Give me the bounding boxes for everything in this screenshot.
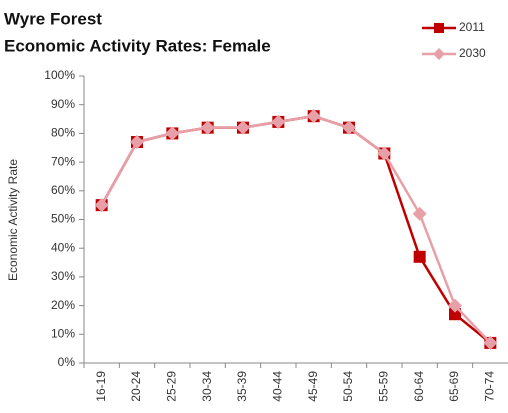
y-tick-label: 30% — [51, 269, 75, 283]
x-tick-label: 65-69 — [447, 371, 461, 402]
marker — [483, 335, 498, 350]
marker — [342, 120, 356, 135]
marker — [306, 109, 321, 124]
x-tick-label: 30-34 — [200, 371, 214, 402]
marker — [377, 146, 392, 161]
x-tick-label: 60-64 — [412, 371, 426, 402]
marker — [130, 135, 144, 150]
marker — [412, 206, 427, 221]
marker — [200, 120, 215, 135]
y-tick-label: 80% — [51, 126, 75, 140]
x-tick-label: 55-59 — [377, 371, 391, 402]
x-tick-label: 35-39 — [235, 371, 249, 402]
marker — [271, 114, 286, 129]
x-tick-label: 40-44 — [271, 371, 285, 402]
chart-title: Wyre Forest — [4, 9, 102, 28]
y-axis-label: Economic Activity Rate — [6, 159, 20, 281]
y-tick-label: 70% — [51, 154, 75, 168]
series-line — [100, 114, 492, 344]
marker — [236, 120, 250, 135]
x-tick-label: 45-49 — [306, 371, 320, 402]
marker — [94, 198, 109, 213]
legend-label: 2030 — [459, 46, 486, 60]
legend-label: 2011 — [459, 20, 485, 34]
x-tick-label: 50-54 — [341, 371, 355, 402]
y-tick-label: 40% — [51, 240, 75, 254]
y-tick-label: 50% — [51, 212, 75, 226]
legend-marker — [433, 48, 445, 60]
marker — [165, 126, 180, 141]
legend-marker — [434, 23, 444, 33]
y-tick-label: 100% — [44, 68, 75, 82]
x-tick-label: 16-19 — [94, 371, 108, 402]
series-line — [100, 114, 492, 344]
x-tick-label: 70-74 — [483, 371, 497, 402]
y-tick-label: 10% — [51, 326, 75, 340]
y-tick-label: 20% — [51, 298, 75, 312]
y-tick-label: 60% — [51, 183, 75, 197]
x-tick-label: 20-24 — [129, 371, 143, 402]
marker — [413, 250, 426, 263]
y-tick-label: 0% — [58, 355, 76, 369]
marker — [448, 298, 462, 313]
y-tick-label: 90% — [51, 97, 75, 111]
marker — [449, 308, 461, 321]
chart-subtitle: Economic Activity Rates: Female — [4, 36, 271, 55]
x-tick-label: 25-29 — [165, 371, 179, 402]
